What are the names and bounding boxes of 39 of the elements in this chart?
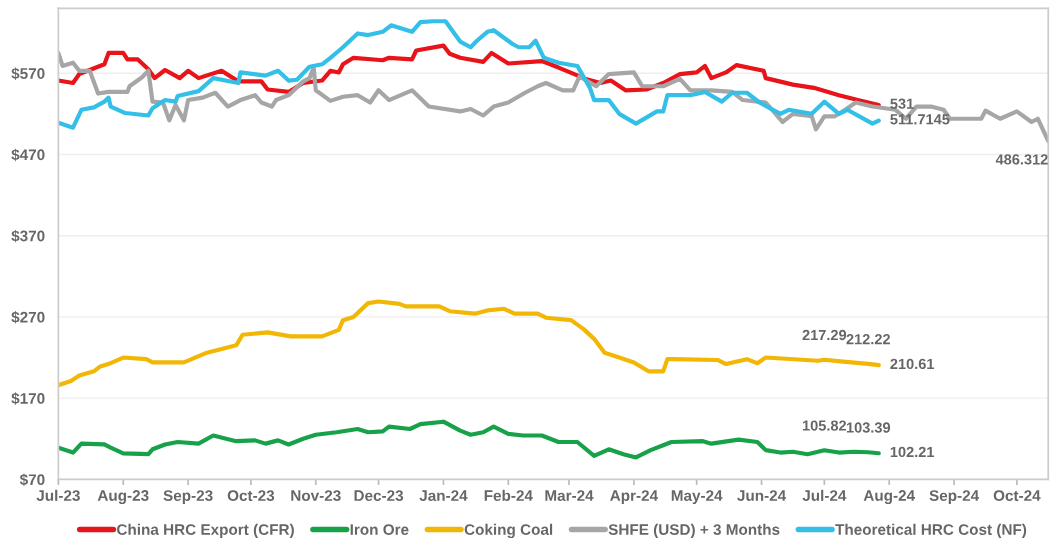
x-tick-label: Jan-24: [419, 490, 468, 502]
x-tick-label: Jun-24: [737, 490, 787, 502]
y-tick-label: $170: [11, 392, 45, 405]
x-tick-label: Jul-23: [36, 489, 80, 502]
annotation: 212.22: [846, 333, 890, 345]
x-tick-label: Oct-24: [993, 490, 1041, 502]
annotation: 103.39: [846, 422, 891, 433]
y-tick-label: $470: [11, 148, 45, 162]
annotation: 210.61: [890, 358, 935, 370]
x-tick-label: Dec-23: [354, 490, 404, 502]
x-tick-label: Sep-24: [929, 490, 980, 505]
x-tick-label: Aug-24: [863, 490, 916, 505]
x-tick-label: May-24: [671, 490, 723, 505]
legend-label: Coking Coal: [464, 523, 553, 539]
legend-label: Theoretical HRC Cost (NF): [835, 523, 1027, 538]
line-series: [58, 50, 1049, 144]
x-tick-label: Jul-24: [802, 489, 847, 502]
y-tick-label: $270: [11, 311, 45, 324]
annotation: 531: [890, 98, 914, 109]
line-series: [58, 43, 881, 108]
x-tick-label: Sep-23: [163, 490, 213, 505]
legend-label: SHFE (USD) + 3 Months: [608, 523, 780, 538]
legend-label: China HRC Export (CFR): [117, 523, 294, 538]
legend-label: Iron Ore: [350, 524, 409, 535]
y-tick-label: $370: [11, 229, 45, 243]
y-tick-label: $570: [11, 67, 45, 80]
x-tick-label: Nov-23: [291, 490, 341, 502]
x-tick-label: Feb-24: [484, 489, 533, 502]
annotation: 511.7145: [890, 114, 950, 125]
annotation: 217.29: [802, 329, 847, 341]
x-tick-label: Oct-23: [227, 490, 275, 502]
line-series: [58, 19, 881, 130]
x-tick-label: Mar-24: [545, 490, 594, 502]
x-tick-label: Apr-24: [610, 490, 658, 505]
annotation: 486.312: [995, 154, 1048, 165]
x-tick-label: Aug-23: [97, 490, 149, 505]
annotation: 105.82: [802, 420, 847, 431]
annotation: 102.21: [890, 446, 935, 458]
y-tick-label: $70: [19, 473, 45, 487]
